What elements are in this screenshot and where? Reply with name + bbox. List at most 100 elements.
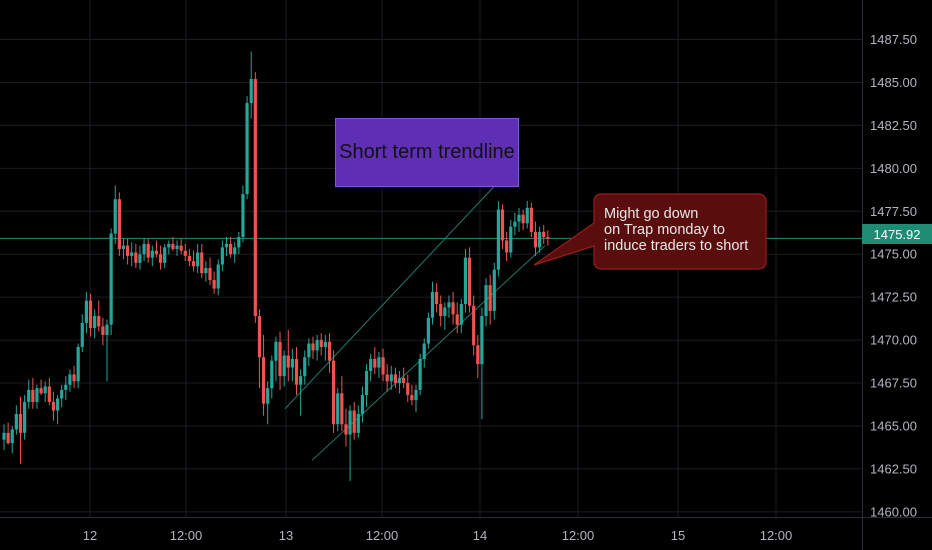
candle-body (117, 199, 121, 250)
candle (369, 353, 373, 382)
trend-channel[interactable] (284, 185, 546, 461)
y-tick-label: 1460.00 (870, 504, 917, 519)
candle-body (389, 374, 393, 382)
x-tick-label: 12:00 (562, 528, 595, 543)
candle-body (80, 322, 84, 347)
candle-body (344, 424, 348, 435)
candle (327, 333, 332, 373)
candle-body (14, 413, 18, 430)
candle (451, 291, 455, 325)
candle-body (88, 300, 93, 329)
candle-body (286, 355, 290, 368)
candle (163, 243, 167, 268)
candle-body (150, 250, 154, 258)
candle (146, 238, 150, 263)
callout-shape[interactable] (533, 193, 767, 270)
candle (430, 281, 435, 325)
candle (389, 365, 393, 390)
candle (455, 302, 459, 334)
candle-body (447, 302, 451, 308)
x-tick-label: 12:00 (170, 528, 203, 543)
candle-body (200, 252, 204, 274)
candle-body (196, 252, 200, 267)
candle-body (294, 358, 299, 385)
candle-body (373, 358, 377, 368)
candle-body (121, 245, 126, 250)
y-tick-label: 1462.50 (870, 461, 917, 476)
candle (245, 96, 249, 200)
candle-body (443, 307, 447, 317)
candle (459, 298, 463, 334)
candle-body (97, 316, 101, 327)
candle (175, 240, 179, 256)
candle (513, 212, 517, 236)
candle (509, 219, 513, 258)
candle-body (101, 326, 105, 335)
candle (447, 295, 451, 318)
candle (393, 367, 397, 389)
candle-body (6, 432, 10, 444)
candle (27, 379, 31, 409)
candle-body (397, 377, 402, 384)
candle (484, 278, 488, 327)
candle-body (278, 341, 282, 377)
candle-body (126, 245, 130, 256)
candle (51, 391, 56, 421)
candle-body (323, 341, 327, 347)
candle-body (290, 358, 294, 368)
candle (356, 405, 360, 438)
candle-body (377, 357, 381, 368)
candle-body (488, 285, 492, 311)
candle (109, 228, 113, 335)
candle-body (426, 317, 430, 344)
candle (154, 240, 159, 258)
candle (290, 348, 294, 382)
candle (261, 334, 266, 416)
candle-body (35, 388, 39, 402)
candle (364, 364, 369, 408)
candle-body (179, 245, 183, 251)
candle (294, 346, 299, 396)
channel-upper-line[interactable] (284, 185, 496, 410)
candle-body (451, 302, 455, 315)
callout-text: Might go down on Trap monday to induce t… (604, 206, 749, 254)
candle-body (208, 267, 212, 280)
candle-body (138, 254, 142, 263)
candle-body (348, 410, 352, 435)
candle-body (414, 389, 418, 401)
candle (472, 295, 476, 356)
candle (476, 334, 480, 378)
candle (323, 334, 327, 361)
candle-body (270, 360, 274, 389)
candle-body (64, 384, 68, 390)
candle (344, 408, 348, 447)
candle-body (517, 214, 521, 222)
candle-body (245, 103, 249, 195)
candle (171, 237, 175, 251)
candle (443, 302, 447, 330)
candle-body (175, 245, 179, 250)
candle (105, 319, 109, 382)
callout-bubble[interactable] (533, 193, 767, 270)
candle (121, 238, 126, 260)
candle (93, 309, 97, 339)
trendline-label-box[interactable]: Short term trendline (335, 118, 519, 187)
candle-body (261, 357, 266, 404)
candle (10, 425, 14, 454)
x-tick-label: 14 (473, 528, 487, 543)
candle-body (105, 324, 109, 335)
candle (414, 384, 418, 413)
candle (130, 242, 134, 267)
candle-body (311, 343, 315, 351)
candle-body (109, 233, 113, 325)
candle (39, 379, 43, 396)
candle (200, 243, 204, 279)
candle-body (282, 355, 286, 377)
candle (134, 243, 138, 268)
candle (97, 300, 101, 332)
candle (31, 377, 35, 409)
x-tick-label: 12:00 (760, 528, 793, 543)
candle-body (2, 432, 6, 440)
candle (299, 369, 303, 416)
